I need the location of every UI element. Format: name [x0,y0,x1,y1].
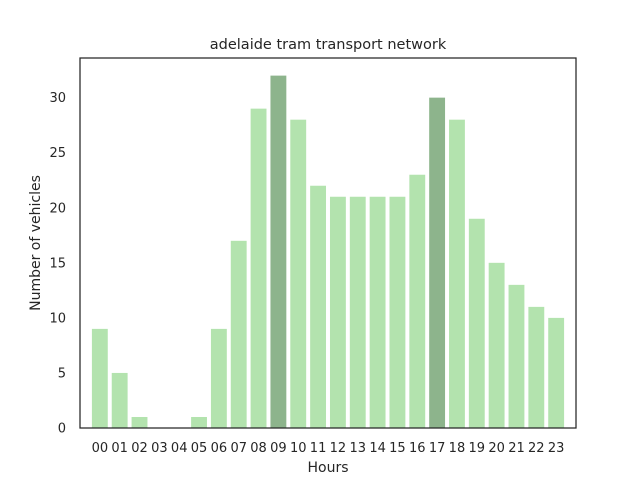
x-tick-label: 23 [548,441,565,456]
x-tick-label: 02 [131,441,148,456]
x-tick-label: 17 [429,441,446,456]
x-tick-label: 06 [211,441,228,456]
bar-16 [409,174,426,428]
y-tick-label: 30 [49,91,66,106]
x-tick-label: 21 [508,441,525,456]
x-tick-label: 07 [230,441,247,456]
bar-05 [191,416,207,428]
bar-22 [528,306,545,428]
bar-15 [389,196,406,428]
x-tick-label: 19 [469,441,486,456]
x-tick-label: 00 [92,441,109,456]
x-tick-labels: 00 01 02 03 04 05 06 07 08 09 10 11 12 13 14 15 16 17 18 19… [92,441,565,456]
x-tick-label: 12 [330,441,347,456]
x-tick-label: 15 [389,441,406,456]
y-tick-label: 25 [49,146,66,161]
bar-21 [508,284,525,428]
y-tick-label: 5 [58,366,66,381]
x-tick-label: 01 [111,441,128,456]
bar-08 [250,108,267,429]
bar-23 [548,317,565,428]
x-tick-label: 10 [290,441,307,456]
x-tick-label: 20 [488,441,505,456]
y-axis-label: Number of vehicles [28,175,44,311]
bar-07 [230,240,247,428]
bar-01 [111,372,128,428]
bar-14 [369,196,386,428]
bar-12 [329,196,346,428]
y-tick-label: 10 [49,311,66,326]
x-axis-label: Hours [307,460,348,476]
x-tick-label: 11 [310,441,327,456]
chart-title: adelaide tram transport network [210,37,447,53]
bar-18 [449,119,465,429]
y-tick-labels: 0 5 10 15 20 25 30 [49,91,66,436]
bar-09 [270,75,287,429]
bar-11 [310,185,327,428]
x-tick-label: 14 [369,441,386,456]
y-tick-label: 0 [58,422,66,437]
bar-20 [488,262,505,428]
x-tick-label: 22 [528,441,545,456]
bar-00 [91,328,108,428]
bar-13 [349,196,366,428]
x-tick-label: 18 [449,441,466,456]
bar-10 [290,119,307,429]
bar-06 [210,328,227,428]
x-tick-label: 04 [171,441,188,456]
plot-frame [79,57,577,429]
y-tick-label: 20 [49,201,66,216]
x-tick-label: 16 [409,441,426,456]
bar-19 [468,218,485,428]
x-tick-label: 09 [270,441,287,456]
x-tick-label: 05 [191,441,208,456]
bar-17 [429,97,446,428]
x-tick-label: 08 [250,441,267,456]
x-tick-label: 13 [349,441,366,456]
bars-group [91,75,565,429]
y-tick-label: 15 [49,256,66,271]
bar-02 [131,416,148,428]
x-tick-label: 03 [151,441,168,456]
